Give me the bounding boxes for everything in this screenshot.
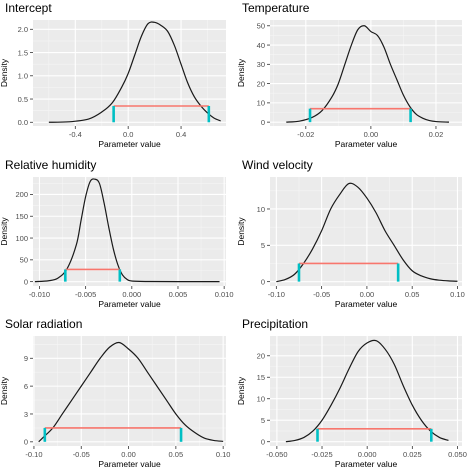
y-tick-label: 0 [261, 277, 265, 286]
x-axis-label: Parameter value [335, 299, 398, 309]
x-tick-label: 0.0 [123, 130, 133, 139]
panel-title: Temperature [242, 1, 310, 15]
y-tick-label: 0.5 [18, 95, 28, 104]
x-axis-label: Parameter value [98, 459, 161, 469]
y-axis-label: Density [236, 217, 246, 246]
plot-background [33, 177, 226, 286]
x-tick-label: -0.010 [29, 290, 50, 299]
chart-panel: -0.050 -0.025 0.000 0.025 0.050 0 5 10 15 20 Preci… [236, 317, 467, 469]
y-tick-label: 1.5 [18, 48, 28, 57]
panel-title: Solar radiation [5, 317, 82, 331]
x-tick-label: -0.050 [266, 450, 287, 459]
y-tick-label: 0 [261, 438, 265, 447]
density-curve [34, 178, 220, 283]
x-axis-label: Parameter value [335, 139, 398, 149]
x-tick-label: 0.000 [358, 450, 377, 459]
y-axis-label: Density [0, 217, 9, 246]
y-tick-label: 100 [15, 234, 28, 243]
x-tick-label: 0.10 [216, 450, 231, 459]
chart-panel: -0.4 0.0 0.4 0.0 0.5 1.0 1.5 2.0 Intercept Parame… [0, 1, 226, 149]
x-tick-label: -0.05 [313, 290, 330, 299]
density-curve [38, 341, 224, 443]
y-tick-label: 50 [257, 22, 265, 31]
x-tick-label: 0.00 [121, 450, 136, 459]
x-tick-label: 0.4 [176, 130, 186, 139]
y-tick-label: 0 [24, 277, 28, 286]
y-tick-label: 10 [257, 99, 265, 108]
y-tick-label: 20 [257, 79, 265, 88]
y-tick-label: 3 [24, 410, 28, 419]
y-tick-label: 50 [20, 256, 28, 265]
density-curve [286, 25, 450, 123]
x-tick-label: -0.10 [25, 450, 42, 459]
y-tick-label: 200 [15, 190, 28, 199]
x-tick-label: 0.025 [403, 450, 422, 459]
y-tick-label: 0 [24, 438, 28, 447]
y-tick-label: 6 [24, 382, 28, 391]
x-tick-label: 0.10 [450, 290, 465, 299]
plot-background [270, 177, 462, 286]
x-tick-label: 0.050 [448, 450, 467, 459]
y-tick-label: 5 [261, 416, 265, 425]
y-tick-label: 30 [257, 60, 265, 69]
density-curve [48, 21, 221, 123]
x-tick-label: -0.4 [69, 130, 82, 139]
x-tick-label: 0.005 [169, 290, 188, 299]
plot-background [270, 336, 462, 446]
x-axis-label: Parameter value [98, 299, 161, 309]
x-tick-label: 0.00 [360, 290, 375, 299]
panel-title: Precipitation [242, 317, 308, 331]
panel-title: Wind velocity [242, 158, 313, 172]
y-tick-label: 40 [257, 41, 265, 50]
panel-title: Intercept [5, 1, 52, 15]
y-tick-label: 2.0 [18, 25, 28, 34]
x-tick-label: -0.05 [73, 450, 90, 459]
x-tick-label: -0.02 [297, 130, 314, 139]
density-curve [285, 339, 449, 443]
y-tick-label: 10 [257, 395, 265, 404]
x-axis-label: Parameter value [98, 139, 161, 149]
x-tick-label: 0.02 [429, 130, 444, 139]
y-axis-label: Density [236, 58, 246, 87]
y-tick-label: 0.0 [18, 118, 28, 127]
x-tick-label: 0.05 [405, 290, 420, 299]
y-tick-label: 5 [261, 241, 265, 250]
x-axis-label: Parameter value [335, 459, 398, 469]
plot-background [33, 20, 226, 126]
y-tick-label: 20 [257, 352, 265, 361]
y-tick-label: 9 [24, 354, 28, 363]
panel-title: Relative humidity [5, 158, 96, 172]
y-axis-label: Density [0, 376, 9, 405]
y-tick-label: 1.0 [18, 72, 28, 81]
y-axis-label: Density [0, 58, 9, 87]
chart-panel: -0.02 0.00 0.02 0 10 20 30 40 50 Temperature Param… [236, 1, 462, 149]
y-tick-label: 150 [15, 212, 28, 221]
density-curve [276, 182, 458, 283]
x-tick-label: 0.00 [364, 130, 379, 139]
chart-panel: -0.10 -0.05 0.00 0.05 0.10 0 5 10 Wind velocity P… [236, 158, 465, 309]
y-tick-label: 0 [261, 118, 265, 127]
y-tick-label: 10 [257, 205, 265, 214]
plot-background [270, 20, 462, 126]
chart-panel: -0.10 -0.05 0.00 0.05 0.10 0 3 6 9 Solar radiatio… [0, 317, 230, 469]
chart-panel: -0.010 -0.005 0.000 0.005 0.010 0 50 100 150 200 R… [0, 158, 234, 309]
y-tick-label: 15 [257, 373, 265, 382]
x-tick-label: -0.025 [311, 450, 332, 459]
y-axis-label: Density [236, 376, 246, 405]
x-tick-label: 0.05 [169, 450, 184, 459]
x-tick-label: -0.005 [75, 290, 96, 299]
x-tick-label: 0.010 [215, 290, 234, 299]
x-tick-label: -0.10 [268, 290, 285, 299]
x-tick-label: 0.000 [122, 290, 141, 299]
plot-background [33, 336, 226, 446]
